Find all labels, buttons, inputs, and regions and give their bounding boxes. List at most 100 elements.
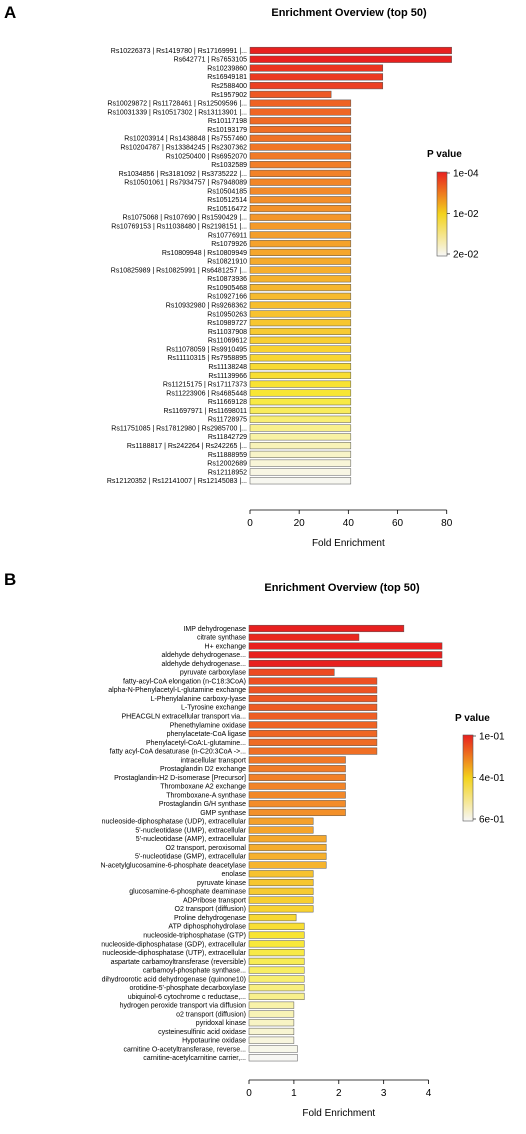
bar-b-28 xyxy=(248,861,327,869)
bar-a-39 xyxy=(249,380,352,388)
category-label-a-42: Rs11697971 | Rs11698011 xyxy=(163,408,247,415)
chart-title-a: Enrichment Overview (top 50) xyxy=(271,7,427,19)
bar-a-40 xyxy=(249,389,352,397)
x-tick-label-a-2: 40 xyxy=(343,518,355,529)
bar-a-8 xyxy=(249,108,352,116)
bar-b-49 xyxy=(248,1045,298,1053)
bar-b-20 xyxy=(248,791,346,799)
x-tick-label-b-0: 0 xyxy=(246,1088,252,1099)
bar-a-25 xyxy=(249,257,352,265)
legend-tick-label-b-2: 6e-01 xyxy=(479,815,505,826)
bar-a-33 xyxy=(249,327,352,336)
bar-b-44 xyxy=(248,1001,295,1009)
category-label-b-42: orotidine-5'-phosphate decarboxylase xyxy=(129,985,246,992)
category-label-b-40: carbamoyl-phosphate synthase... xyxy=(143,968,246,975)
category-label-a-22: Rs10776911 xyxy=(208,232,247,239)
bar-b-9 xyxy=(248,695,378,703)
category-label-a-50: Rs12120352 | Rs12141007 | Rs12145083 |..… xyxy=(107,478,247,485)
bar-b-33 xyxy=(248,905,314,913)
category-label-b-24: 5'-nucleotidase (UMP), extracellular xyxy=(135,827,246,834)
category-label-b-39: aspartate carbamoyltransferase (reversib… xyxy=(111,959,246,966)
bar-b-8 xyxy=(248,686,378,694)
category-label-a-3: Rs10239860 xyxy=(207,65,247,72)
bar-a-20 xyxy=(249,213,352,221)
x-axis-label-b: Fold Enrichment xyxy=(302,1108,375,1119)
category-label-b-15: fatty acyl-CoA desaturase (n-C20:3CoA ->… xyxy=(110,749,246,756)
bar-a-36 xyxy=(249,354,352,362)
category-label-b-29: enolase xyxy=(221,871,246,878)
category-label-b-1: IMP dehydrogenase xyxy=(183,626,246,633)
x-tick-label-b-1: 1 xyxy=(291,1088,297,1099)
category-label-a-4: Rs16949181 xyxy=(207,74,247,81)
bar-b-5 xyxy=(248,659,443,668)
category-label-b-2: citrate synthase xyxy=(197,635,246,642)
bar-b-3 xyxy=(248,642,443,650)
bar-a-5 xyxy=(249,82,384,90)
category-label-b-17: Prostaglandin D2 exchange xyxy=(160,766,246,773)
category-label-a-19: Rs10516472 xyxy=(207,206,247,213)
category-label-a-35: Rs11078059 | Rs9910495 xyxy=(166,346,247,353)
category-label-a-8: Rs10031339 | Rs10517302 | Rs13113901 |..… xyxy=(107,109,247,116)
legend-colorbar-b xyxy=(462,734,474,822)
category-label-b-35: ATP diphosphohydrolase xyxy=(168,924,246,931)
bar-a-21 xyxy=(249,222,352,230)
category-label-b-16: intracellular transport xyxy=(181,757,246,764)
category-label-b-28: N-acetylglucosamine-6-phosphate deacetyl… xyxy=(100,862,246,869)
category-label-a-37: Rs11138248 xyxy=(208,364,247,371)
legend-tick-label-a-0: 1e-04 xyxy=(453,169,479,180)
bar-a-35 xyxy=(249,345,352,353)
bar-a-22 xyxy=(249,231,352,239)
bar-a-29 xyxy=(249,292,352,300)
category-label-b-37: nucleoside-diphosphatase (GDP), extracel… xyxy=(101,941,246,948)
category-label-a-12: Rs10204787 | Rs13384245 | Rs2307362 xyxy=(120,144,247,151)
bar-b-23 xyxy=(248,817,314,825)
category-label-b-6: pyruvate carboxylase xyxy=(180,670,246,677)
category-label-a-25: Rs10821910 xyxy=(207,259,247,266)
bar-a-3 xyxy=(249,64,384,72)
category-label-b-47: cysteinesulfinic acid oxidase xyxy=(158,1029,246,1036)
bar-b-2 xyxy=(248,633,360,641)
category-label-a-26: Rs10825989 | Rs10825991 | Rs6481257 |... xyxy=(111,267,247,274)
category-label-b-43: ubiquinol-6 cytochrome c reductase,... xyxy=(128,994,246,1001)
bar-b-11 xyxy=(248,712,378,720)
bar-b-40 xyxy=(248,966,305,974)
bar-b-31 xyxy=(248,887,314,895)
bar-a-42 xyxy=(249,406,352,415)
bar-a-16 xyxy=(249,178,352,186)
bar-a-9 xyxy=(249,117,352,125)
bar-b-10 xyxy=(248,703,378,711)
category-label-b-38: nucleoside-diphosphatase (UTP), extracel… xyxy=(102,950,246,957)
category-label-a-48: Rs12002689 xyxy=(207,461,247,468)
category-label-b-34: Proline dehydrogenase xyxy=(174,915,246,922)
bar-b-26 xyxy=(248,843,327,852)
bar-b-24 xyxy=(248,826,314,834)
bar-a-24 xyxy=(249,248,352,256)
chart-title-b: Enrichment Overview (top 50) xyxy=(264,582,420,594)
bar-b-6 xyxy=(248,668,335,676)
x-tick-label-b-4: 4 xyxy=(426,1088,432,1099)
bar-b-14 xyxy=(248,738,378,746)
bar-b-15 xyxy=(248,747,378,755)
legend-ticks-a: 1e-04 1e-02 2e-02 xyxy=(447,169,479,261)
bar-b-46 xyxy=(248,1019,295,1027)
category-label-b-46: pyridoxal kinase xyxy=(196,1020,246,1027)
bar-a-19 xyxy=(249,204,352,213)
bar-b-35 xyxy=(248,922,305,930)
bar-b-13 xyxy=(248,730,378,738)
x-axis-b: 0 1 2 3 4 xyxy=(246,1079,432,1099)
panel-a: A Enrichment Overview (top 50) Rs1022637… xyxy=(4,3,479,549)
bar-a-14 xyxy=(249,161,352,169)
category-label-b-22: GMP synthase xyxy=(200,810,246,817)
bar-a-34 xyxy=(249,336,352,344)
bar-a-1 xyxy=(249,46,452,55)
category-label-b-20: Thromboxane-A synthase xyxy=(166,792,246,799)
bar-b-37 xyxy=(248,940,305,948)
category-label-a-7: Rs10029872 | Rs11728461 | Rs12509596 |..… xyxy=(107,101,247,108)
bar-a-44 xyxy=(249,424,352,432)
category-label-b-41: dihydroorotic acid dehydrogenase (quinon… xyxy=(102,976,246,983)
bar-a-41 xyxy=(249,398,352,406)
bar-b-29 xyxy=(248,870,314,878)
category-label-a-28: Rs10905468 xyxy=(207,285,247,292)
category-label-a-16: Rs10501061 | Rs7934757 | Rs7948089 xyxy=(124,180,247,187)
category-label-a-49: Rs12118952 xyxy=(208,469,247,476)
